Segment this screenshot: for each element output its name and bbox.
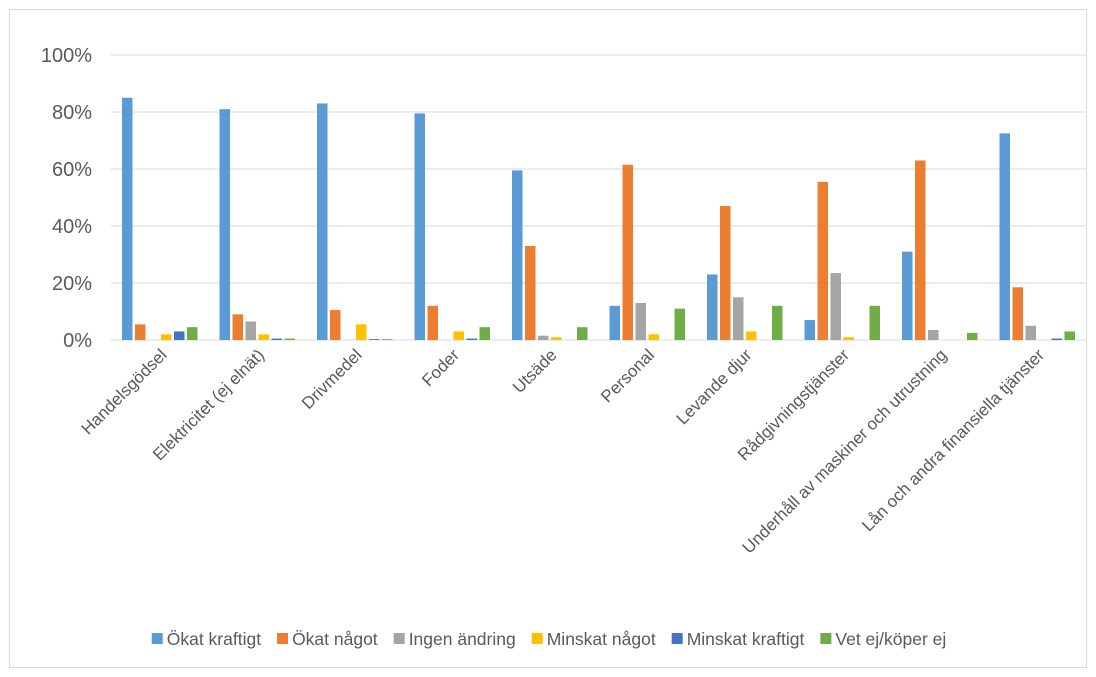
bar: [258, 334, 269, 340]
legend-swatch: [531, 633, 543, 644]
bar: [382, 339, 393, 340]
bar: [1064, 331, 1075, 340]
bar: [122, 97, 133, 340]
bar: [232, 314, 243, 340]
bar: [369, 339, 380, 340]
x-category-label: Drivmedel: [298, 345, 366, 413]
bar: [512, 170, 523, 340]
bar: [772, 305, 783, 340]
bar: [746, 331, 757, 340]
bar: [999, 133, 1010, 340]
legend-swatch: [277, 633, 289, 644]
bar: [245, 321, 256, 340]
x-category-label: Underhåll av maskiner och utrustning: [739, 345, 951, 557]
legend-item: Ökat kraftigt: [151, 629, 261, 649]
legend-item: Minskat kraftigt: [671, 629, 805, 649]
bar: [187, 327, 198, 340]
bar: [843, 337, 854, 340]
bar: [538, 335, 549, 340]
bar: [817, 181, 828, 340]
bar: [733, 297, 744, 340]
bar: [135, 324, 146, 340]
legend-swatch: [671, 633, 683, 644]
bar: [330, 310, 341, 340]
legend-item: Vet ej/köper ej: [820, 629, 946, 649]
y-tick-label: 100%: [41, 45, 92, 67]
legend-swatch: [393, 633, 405, 644]
legend-label: Vet ej/köper ej: [835, 629, 946, 649]
bar: [427, 305, 438, 340]
bar: [453, 331, 464, 340]
legend-label: Ökat något: [292, 629, 378, 649]
bar: [174, 331, 185, 340]
bar-chart: 0% 20% 40% 60% 80% 100% HandelsgödselElektric…: [41, 45, 1086, 649]
bars: [122, 97, 1075, 341]
bar: [1012, 287, 1023, 340]
x-category-label: Lån och andra finansiella tjänster: [858, 345, 1048, 535]
y-axis-tick-labels: 0% 20% 40% 60% 80% 100%: [41, 45, 92, 352]
bar: [1051, 338, 1062, 340]
y-tick-label: 20%: [52, 273, 92, 295]
bar: [915, 160, 926, 340]
chart-frame: 0% 20% 40% 60% 80% 100% Handelsgödsel Elektric…: [9, 9, 1087, 668]
x-category-label: Elektricitet (ej elnät): [149, 345, 268, 464]
bar: [648, 334, 659, 340]
legend-item: Ökat något: [277, 629, 378, 649]
bar: [830, 273, 841, 340]
bar: [902, 251, 913, 340]
bar: [479, 327, 490, 340]
bar: [967, 332, 978, 340]
legend: Ökat kraftigt Ökat något Ingen ändring Mins…: [151, 629, 946, 649]
legend-item: Ingen ändring: [393, 629, 516, 649]
x-category-label: Levande djur: [673, 345, 756, 428]
bar: [1025, 325, 1036, 340]
bar: [928, 330, 939, 340]
bar: [622, 164, 633, 340]
x-category-label: Personal: [597, 345, 658, 406]
bar: [804, 320, 815, 340]
x-category-label: Utsäde: [509, 345, 561, 397]
legend-swatch: [151, 633, 163, 644]
y-tick-label: 80%: [52, 102, 92, 124]
legend-label: Minskat något: [547, 629, 656, 649]
bar: [551, 337, 562, 340]
bar: [317, 103, 328, 340]
bar: [161, 334, 172, 340]
bar: [869, 305, 880, 340]
bar: [356, 324, 367, 340]
bar: [466, 338, 477, 340]
y-tick-label: 40%: [52, 216, 92, 238]
bar: [271, 338, 282, 340]
legend-label: Ingen ändring: [409, 629, 516, 649]
x-category-label: Handelsgödsel: [78, 345, 171, 438]
bar: [720, 206, 731, 340]
legend-label: Minskat kraftigt: [687, 629, 805, 649]
y-tick-label: 0%: [63, 330, 92, 352]
bar: [635, 302, 646, 340]
legend-label: Ökat kraftigt: [167, 629, 261, 649]
bar: [414, 113, 425, 340]
legend-item: Minskat något: [531, 629, 656, 649]
y-tick-label: 60%: [52, 159, 92, 181]
bar: [219, 109, 230, 341]
bar: [609, 305, 620, 340]
bar: [674, 308, 685, 340]
bar: [577, 327, 588, 340]
gridlines: [111, 54, 1086, 341]
bar: [525, 245, 536, 340]
x-category-label: Foder: [418, 345, 463, 390]
bar: [284, 338, 295, 340]
bar: [707, 274, 718, 340]
legend-swatch: [820, 633, 832, 644]
